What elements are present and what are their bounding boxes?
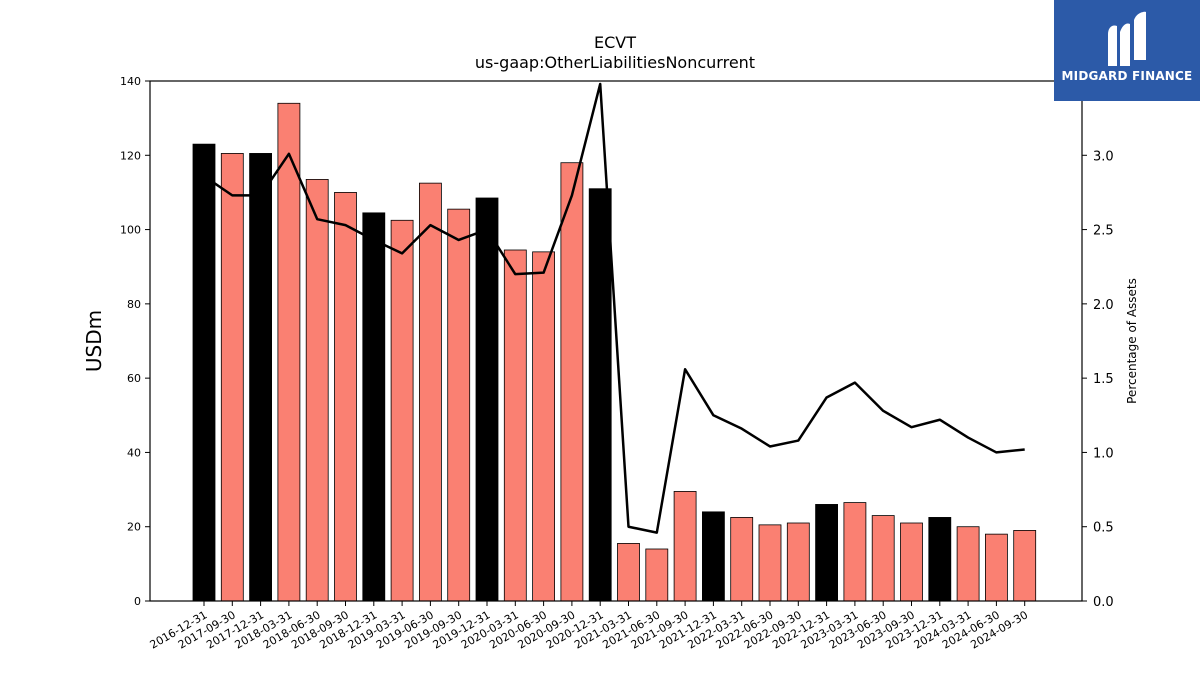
bar xyxy=(588,188,612,602)
chart-title: ECVT xyxy=(594,33,636,52)
bar xyxy=(305,179,329,602)
bar xyxy=(532,251,555,602)
y2-tick-label: 1.5 xyxy=(1093,372,1114,387)
y2-tick-label: 0.0 xyxy=(1093,595,1114,610)
bar xyxy=(702,511,725,602)
bar xyxy=(503,249,527,602)
bar xyxy=(843,502,867,602)
bar xyxy=(928,517,952,602)
bar xyxy=(617,543,640,602)
logo-text: MIDGARD FINANCE xyxy=(1061,69,1193,83)
bar xyxy=(362,212,386,602)
bar xyxy=(1013,530,1037,602)
bar xyxy=(900,522,923,602)
bar xyxy=(249,153,273,602)
bar xyxy=(985,533,1008,602)
percentage-line xyxy=(203,82,1025,534)
bar xyxy=(730,517,754,602)
line-series xyxy=(203,82,1025,534)
y-tick-label: 0 xyxy=(134,595,141,608)
y2-tick-label: 2.5 xyxy=(1093,224,1114,239)
bar xyxy=(418,182,442,602)
bar xyxy=(758,524,782,602)
y-tick-label: 120 xyxy=(120,149,141,162)
bar-series xyxy=(192,102,1037,602)
bar xyxy=(277,102,301,602)
brand-logo: MIDGARD FINANCE xyxy=(1054,0,1200,101)
y2-tick-label: 0.5 xyxy=(1093,521,1114,536)
y2-tick-label: 1.0 xyxy=(1093,446,1114,461)
bar xyxy=(390,219,414,602)
bar xyxy=(645,548,669,602)
chart-subtitle: us-gaap:OtherLiabilitiesNoncurrent xyxy=(475,53,755,72)
logo-mark-icon xyxy=(1108,11,1146,66)
bar xyxy=(786,522,810,602)
y-tick-label: 40 xyxy=(127,446,141,459)
bar xyxy=(220,153,244,602)
bar xyxy=(871,515,895,602)
bar xyxy=(447,208,471,602)
y-tick-label: 20 xyxy=(127,521,141,534)
bar xyxy=(560,162,584,602)
y-tick-label: 60 xyxy=(127,372,141,385)
bar xyxy=(673,491,697,602)
y-axis-label: USDm xyxy=(82,310,106,372)
y-tick-label: 100 xyxy=(120,224,141,237)
y2-tick-label: 3.0 xyxy=(1093,149,1114,164)
y2-axis-label: Percentage of Assets xyxy=(1125,278,1139,404)
bar xyxy=(956,526,980,602)
y2-tick-label: 2.0 xyxy=(1093,298,1114,313)
y-tick-label: 140 xyxy=(120,75,141,88)
bar xyxy=(334,192,357,602)
plot-frame xyxy=(149,80,1083,602)
bar xyxy=(475,197,499,602)
y-tick-label: 80 xyxy=(127,298,141,311)
bar xyxy=(815,504,838,602)
bar xyxy=(192,143,216,602)
